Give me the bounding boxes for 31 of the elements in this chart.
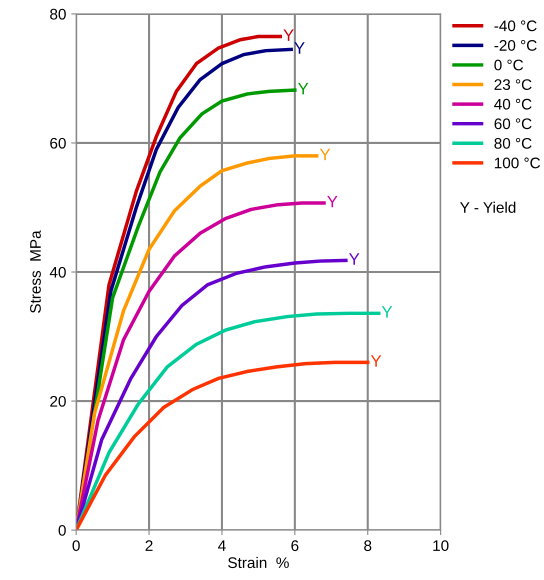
- annotation: Y: [382, 306, 392, 318]
- legend-label: 0 °C: [494, 60, 524, 70]
- y-tick-label: 40: [50, 266, 66, 278]
- legend-label: 100 °C: [494, 158, 540, 168]
- x-tick-label: 0: [72, 540, 80, 552]
- annotation: Y: [298, 82, 308, 94]
- annotation: Y: [294, 42, 305, 54]
- x-tick-label: 4: [218, 540, 226, 551]
- x-tick-label: 2: [146, 540, 153, 551]
- legend-label: -40 °C: [494, 20, 537, 32]
- annotation: Y: [349, 253, 360, 265]
- text: Y - Yield: [460, 202, 516, 213]
- y-tick-label: 20: [50, 396, 66, 407]
- x-tick-label: 8: [364, 540, 372, 552]
- x-axis-title: Strain %: [228, 556, 289, 568]
- x-tick-label: 10: [433, 540, 449, 552]
- annotation: Y: [327, 196, 338, 208]
- legend-label: 80 °C: [494, 138, 532, 149]
- y-axis-title: Stress MPa: [30, 230, 41, 313]
- y-tick-label: 60: [50, 138, 66, 149]
- legend-label: 23 °C: [494, 79, 532, 90]
- x-tick-label: 6: [291, 540, 298, 552]
- legend-label: 40 °C: [494, 98, 532, 110]
- legend-label: 60 °C: [494, 118, 532, 130]
- annotation: Y: [320, 148, 330, 160]
- y-tick-label: 80: [50, 8, 66, 20]
- legend-label: -20 °C: [494, 40, 537, 51]
- y-tick-label: 0: [58, 524, 66, 536]
- line-series: [76, 360, 370, 530]
- annotation: Y: [370, 355, 382, 367]
- annotation: Y: [283, 29, 294, 41]
